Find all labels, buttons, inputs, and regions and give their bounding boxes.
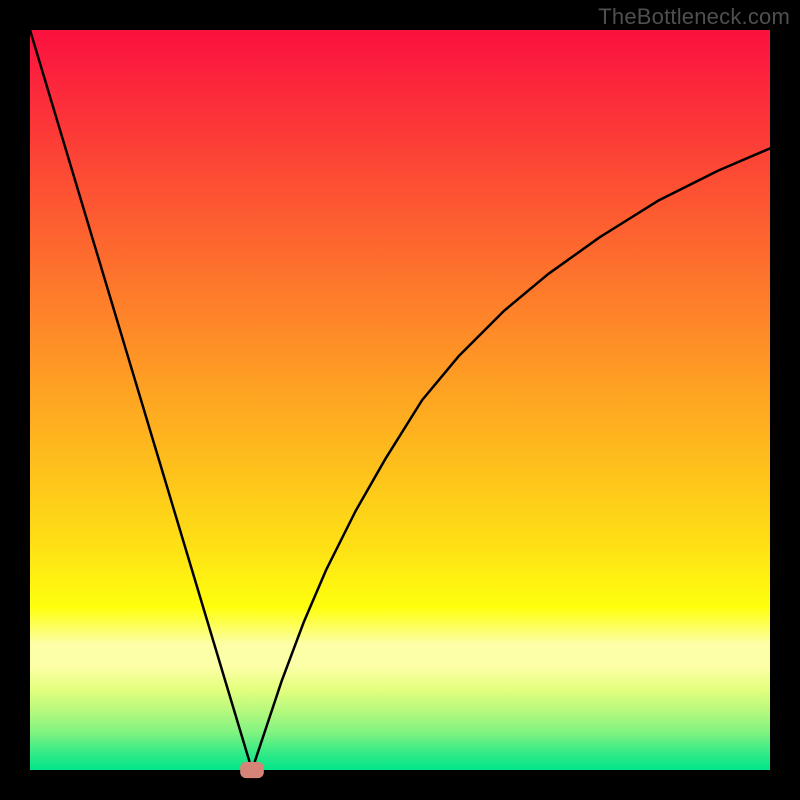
minimum-marker [240,762,264,778]
bottleneck-chart [0,0,800,800]
chart-stage: TheBottleneck.com [0,0,800,800]
watermark-text: TheBottleneck.com [598,4,790,30]
